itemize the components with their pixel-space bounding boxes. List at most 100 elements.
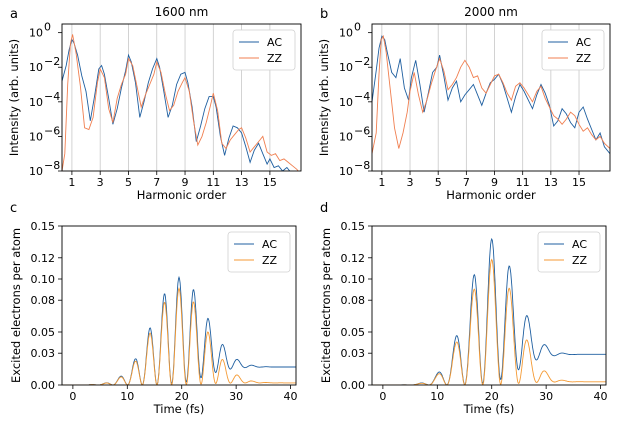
y-tick-label: 0.00 (341, 379, 366, 392)
x-tick-label: 30 (229, 390, 243, 403)
y-axis-label: Intensity (arb. units) (317, 39, 331, 156)
x-tick-label: 15 (572, 176, 586, 189)
series-line-zz (372, 258, 606, 385)
panel-letter: a (10, 7, 18, 22)
x-tick-label: 13 (544, 176, 558, 189)
y-tick-label: 10 (339, 96, 353, 109)
x-tick-label: 0 (69, 390, 76, 403)
legend-label-ac: AC (267, 36, 282, 49)
legend-label-zz: ZZ (576, 52, 592, 65)
x-tick-label: 7 (463, 176, 470, 189)
axes-frame (61, 225, 297, 386)
y-tick-exponent: −2 (354, 55, 370, 68)
y-tick-label: 10 (29, 165, 43, 178)
x-tick-label: 7 (153, 176, 160, 189)
x-axis-label: Time (fs) (463, 402, 515, 416)
series-line-ac (62, 275, 296, 385)
x-axis-label: Harmonic order (137, 188, 227, 202)
series-line-ac (62, 38, 291, 171)
y-tick-label: 10 (339, 130, 353, 143)
panel-title: 1600 nm (155, 5, 209, 19)
y-tick-exponent: −8 (44, 159, 60, 172)
y-tick-label: 0.03 (341, 347, 366, 360)
panel-d-excited-electrons-2000nm: d 0 10 20 30 40 0.00 0.03 0.05 0.08 0.10 0.12 0.15 Ti… (319, 201, 608, 416)
legend-label-zz: ZZ (572, 254, 588, 267)
x-tick-label: 15 (263, 176, 277, 189)
y-tick-label: 10 (339, 61, 353, 74)
y-tick-label: 0.10 (31, 273, 56, 286)
series-line-zz (372, 34, 610, 154)
series-line-ac (372, 237, 606, 385)
x-tick-label: 5 (435, 176, 442, 189)
y-tick-label: 0.03 (31, 347, 56, 360)
y-tick-exponent: −4 (44, 90, 60, 103)
axes-frame (61, 23, 302, 172)
x-tick-label: 20 (485, 390, 499, 403)
x-tick-label: 5 (125, 176, 132, 189)
legend-box (537, 231, 601, 273)
series-line-zz (62, 286, 296, 385)
x-tick-label: 1 (378, 176, 385, 189)
y-tick-label: 10 (29, 61, 43, 74)
series-line-zz (62, 34, 299, 171)
x-tick-label: 9 (491, 176, 498, 189)
legend-label-zz: ZZ (262, 254, 278, 267)
y-tick-exponent: 0 (354, 21, 361, 34)
x-tick-label: 9 (182, 176, 189, 189)
y-tick-exponent: −6 (354, 124, 370, 137)
y-tick-exponent: −8 (354, 159, 370, 172)
y-tick-label: 10 (29, 130, 43, 143)
x-tick-label: 11 (516, 176, 530, 189)
x-axis-label: Time (fs) (153, 402, 205, 416)
y-tick-exponent: −4 (354, 90, 370, 103)
y-axis-label: Excited electrons per atom (9, 228, 23, 383)
x-tick-label: 3 (97, 176, 104, 189)
y-tick-label: 0.08 (341, 294, 366, 307)
y-tick-label: 10 (29, 27, 43, 40)
y-tick-label: 0.10 (341, 273, 366, 286)
y-axis-label: Excited electrons per atom (319, 228, 333, 383)
axes-frame (371, 225, 607, 386)
x-tick-label: 20 (175, 390, 189, 403)
x-tick-label: 1 (68, 176, 75, 189)
x-tick-label: 40 (284, 390, 298, 403)
y-tick-exponent: −6 (44, 124, 60, 137)
y-tick-label: 10 (339, 165, 353, 178)
legend-label-zz: ZZ (267, 52, 283, 65)
legend-label-ac: AC (576, 36, 591, 49)
y-tick-label: 0.12 (31, 252, 56, 265)
panel-letter: c (10, 201, 17, 216)
legend-label-ac: AC (572, 238, 587, 251)
y-tick-label: 0.05 (31, 326, 56, 339)
y-tick-label: 0.08 (31, 294, 56, 307)
y-tick-label: 0.15 (31, 220, 56, 233)
panel-letter: b (320, 7, 328, 22)
legend-label-ac: AC (262, 238, 277, 251)
x-tick-label: 10 (120, 390, 134, 403)
y-tick-exponent: 0 (44, 21, 51, 34)
x-tick-label: 10 (430, 390, 444, 403)
y-tick-label: 10 (339, 27, 353, 40)
x-tick-label: 13 (235, 176, 249, 189)
panel-title: 2000 nm (464, 5, 518, 19)
legend-box (541, 29, 605, 71)
y-tick-label: 0.12 (341, 252, 366, 265)
x-tick-label: 3 (407, 176, 414, 189)
y-axis-label: Intensity (arb. units) (7, 39, 21, 156)
y-tick-exponent: −2 (44, 55, 60, 68)
x-tick-label: 0 (379, 390, 386, 403)
x-tick-label: 30 (539, 390, 553, 403)
legend-box (227, 231, 291, 273)
y-tick-label: 0.15 (341, 220, 366, 233)
y-tick-label: 0.05 (341, 326, 366, 339)
y-tick-label: 0.00 (31, 379, 56, 392)
x-tick-label: 40 (594, 390, 608, 403)
panel-letter: d (320, 201, 328, 216)
x-axis-label: Harmonic order (446, 188, 536, 202)
legend-box (232, 29, 296, 71)
axes-frame (371, 23, 611, 172)
panel-c-excited-electrons-1600nm: c 0 10 20 30 40 0.00 0.03 0.05 0.08 0.10 0.12 0.15 Ti… (9, 201, 298, 416)
